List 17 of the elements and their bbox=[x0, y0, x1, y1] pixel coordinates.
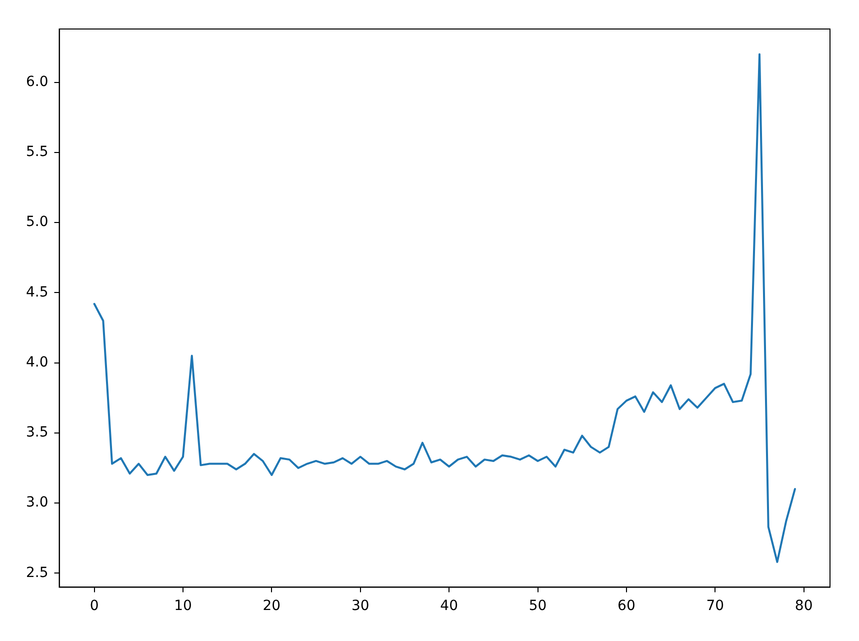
x-tick-label: 10 bbox=[174, 598, 192, 614]
x-tick-label: 60 bbox=[618, 598, 636, 614]
y-tick-label: 3.5 bbox=[26, 424, 48, 441]
y-tick-label: 5.0 bbox=[26, 214, 48, 230]
x-tick-label: 50 bbox=[528, 598, 547, 614]
y-tick-label: 4.0 bbox=[26, 354, 48, 370]
y-tick-label: 5.5 bbox=[26, 144, 48, 160]
x-tick-label: 40 bbox=[440, 598, 458, 614]
x-tick-label: 0 bbox=[90, 598, 99, 614]
y-tick-label: 3.0 bbox=[26, 494, 48, 511]
x-tick-label: 30 bbox=[351, 598, 370, 614]
x-tick-label: 80 bbox=[794, 598, 813, 614]
x-tick-label: 20 bbox=[262, 598, 281, 614]
y-tick-label: 2.5 bbox=[26, 564, 48, 581]
y-tick-label: 6.0 bbox=[26, 74, 48, 90]
y-tick-label: 4.5 bbox=[26, 284, 48, 300]
x-tick-label: 70 bbox=[706, 598, 724, 614]
